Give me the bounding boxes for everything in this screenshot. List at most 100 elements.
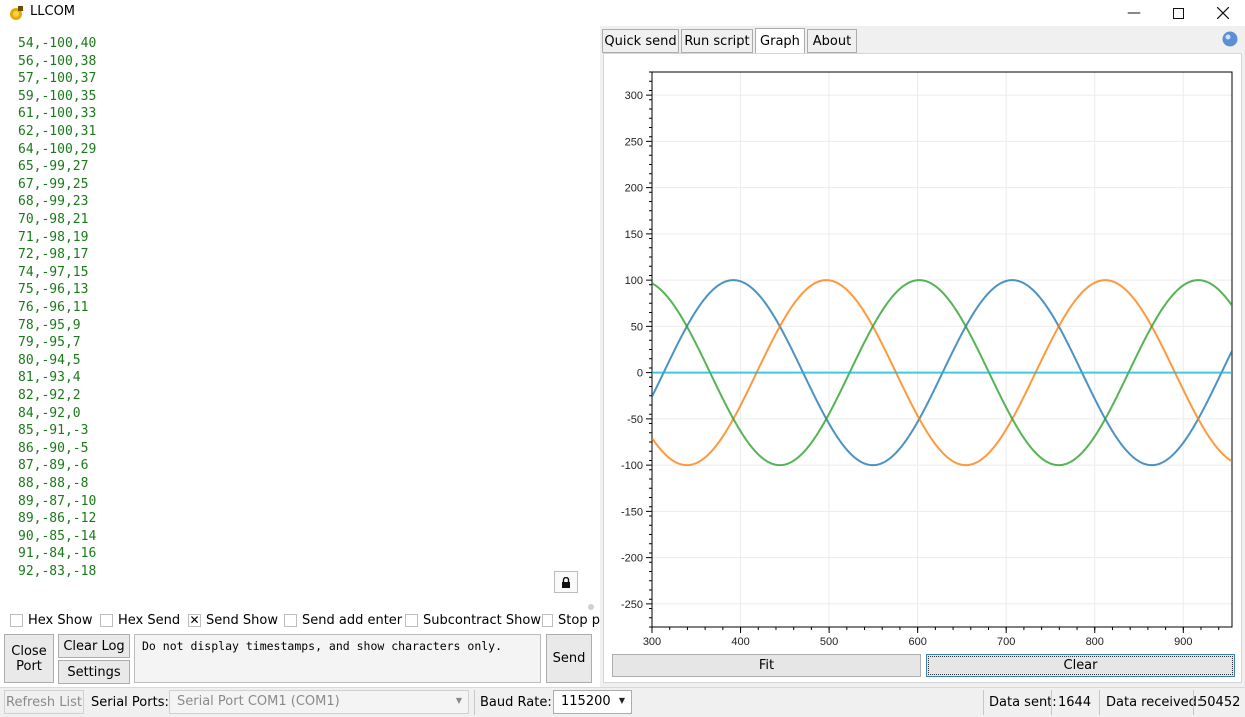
separator — [983, 690, 984, 715]
maximize-button[interactable] — [1155, 0, 1201, 26]
clear-log-button[interactable]: Clear Log — [58, 634, 130, 658]
x-tick-label: 600 — [908, 636, 926, 648]
separator — [1193, 690, 1194, 715]
log-line: 54,-100,40 — [18, 36, 97, 51]
log-line: 78,-95,9 — [18, 317, 81, 333]
y-tick-label: 0 — [637, 368, 643, 380]
send-button[interactable]: Send — [546, 634, 592, 683]
data-received-label: Data received: — [1106, 695, 1202, 710]
refresh-list-button[interactable]: Refresh List — [4, 690, 84, 714]
log-line: 79,-95,7 — [18, 335, 81, 351]
y-tick-label: -250 — [621, 599, 643, 611]
tab-about[interactable]: About — [807, 29, 857, 53]
subcontract-show-option[interactable]: Subcontract Show — [405, 612, 541, 628]
subcontract-show-checkbox[interactable] — [405, 613, 418, 627]
send-show-checkbox[interactable]: ✕ — [188, 613, 201, 627]
tab-graph[interactable]: Graph — [755, 28, 805, 54]
separator — [1099, 690, 1100, 715]
log-line: 85,-91,-3 — [18, 423, 89, 439]
graph-chart[interactable]: 300250200150100500-50-100-150-200-250300… — [603, 60, 1239, 652]
series-line-1 — [652, 279, 1232, 467]
subcontract-show-label: Subcontract Show — [423, 612, 541, 628]
tab-run-script[interactable]: Run script — [681, 29, 753, 53]
minimize-button[interactable]: — — [1111, 0, 1157, 26]
stop-label: Stop p — [558, 612, 600, 628]
serial-port-value: Serial Port COM1 (COM1) — [177, 694, 340, 709]
app-icon — [8, 5, 24, 21]
settings-button[interactable]: Settings — [58, 660, 130, 684]
data-sent-label: Data sent: — [989, 695, 1057, 710]
log-line: 56,-100,38 — [18, 53, 97, 69]
y-tick-label: -200 — [621, 553, 643, 565]
log-line: 75,-96,13 — [18, 282, 89, 298]
log-line: 68,-99,23 — [18, 194, 89, 210]
hex-send-checkbox[interactable] — [100, 613, 113, 627]
x-tick-label: 800 — [1086, 636, 1104, 648]
lock-icon — [562, 576, 570, 588]
send-add-enter-checkbox[interactable] — [284, 613, 297, 627]
separator — [1051, 690, 1052, 715]
lock-scroll-button[interactable] — [554, 571, 578, 593]
log-line: 90,-85,-14 — [18, 528, 97, 544]
log-line: 80,-94,5 — [18, 352, 81, 368]
close-port-label-2: Port — [16, 658, 42, 674]
baud-rate-label: Baud Rate: — [480, 695, 552, 710]
y-tick-label: -150 — [621, 506, 643, 518]
x-tick-label: 400 — [731, 636, 749, 648]
log-line: 61,-100,33 — [18, 106, 97, 122]
chevron-down-icon: ▼ — [618, 696, 625, 705]
log-line: 89,-86,-12 — [18, 511, 97, 527]
hex-show-option[interactable]: Hex Show — [10, 612, 92, 628]
close-port-label-1: Close — [11, 643, 47, 659]
log-line: 87,-89,-6 — [18, 458, 89, 474]
y-tick-label: -50 — [627, 414, 643, 426]
baud-rate-select[interactable]: 115200 ▼ — [553, 690, 632, 714]
fit-button[interactable]: Fit — [612, 654, 921, 677]
send-show-label: Send Show — [206, 612, 278, 628]
log-line: 70,-98,21 — [18, 212, 89, 227]
log-line: 72,-98,17 — [18, 247, 89, 263]
stop-checkbox[interactable] — [542, 613, 554, 627]
x-tick-label: 300 — [643, 636, 661, 648]
close-icon — [1217, 7, 1229, 19]
log-line: 71,-98,19 — [18, 229, 89, 245]
log-line: 81,-93,4 — [18, 370, 81, 386]
clear-graph-button[interactable]: Clear — [926, 654, 1235, 677]
serial-port-select[interactable]: Serial Port COM1 (COM1) ▼ — [169, 690, 469, 714]
close-window-button[interactable] — [1200, 0, 1245, 26]
title-bar — [0, 0, 1245, 26]
separator — [474, 690, 475, 715]
close-port-button[interactable]: Close Port — [4, 634, 54, 683]
send-add-enter-option[interactable]: Send add enter — [284, 612, 402, 628]
receive-log[interactable]: 54,-100,40 56,-100,38 57,-100,37 59,-100,35… — [0, 26, 600, 596]
log-line: 88,-88,-8 — [18, 476, 89, 491]
maximize-icon — [1172, 7, 1184, 19]
send-input[interactable]: Do not display timestamps, and show char… — [134, 634, 541, 683]
hex-show-label: Hex Show — [28, 612, 93, 628]
log-line: 76,-96,11 — [18, 300, 89, 315]
y-tick-label: 50 — [631, 321, 643, 333]
send-add-enter-label: Send add enter — [302, 612, 403, 628]
series-line-0 — [652, 279, 1232, 467]
hex-send-option[interactable]: Hex Send — [100, 612, 180, 628]
send-show-option[interactable]: ✕ Send Show — [188, 612, 278, 628]
x-tick-label: 500 — [820, 636, 838, 648]
tab-quick-send[interactable]: Quick send — [602, 29, 679, 53]
log-line: 92,-83,-18 — [18, 564, 97, 579]
y-tick-label: 100 — [625, 275, 643, 287]
y-tick-label: -100 — [621, 460, 643, 472]
log-line: 74,-97,15 — [18, 264, 89, 280]
serial-ports-label: Serial Ports: — [91, 695, 169, 710]
help-icon[interactable] — [1222, 31, 1238, 47]
y-tick-label: 200 — [625, 183, 643, 195]
baud-rate-value: 115200 — [561, 694, 611, 709]
log-line: 86,-90,-5 — [18, 440, 89, 456]
y-tick-label: 150 — [625, 229, 643, 241]
hex-send-label: Hex Send — [118, 612, 181, 628]
log-line: 89,-87,-10 — [18, 493, 97, 509]
splitter-handle[interactable] — [588, 604, 594, 610]
window-title: LLCOM — [30, 4, 76, 19]
log-line: 65,-99,27 — [18, 159, 89, 175]
hex-show-checkbox[interactable] — [10, 613, 23, 627]
stop-option[interactable]: Stop p — [542, 612, 600, 628]
